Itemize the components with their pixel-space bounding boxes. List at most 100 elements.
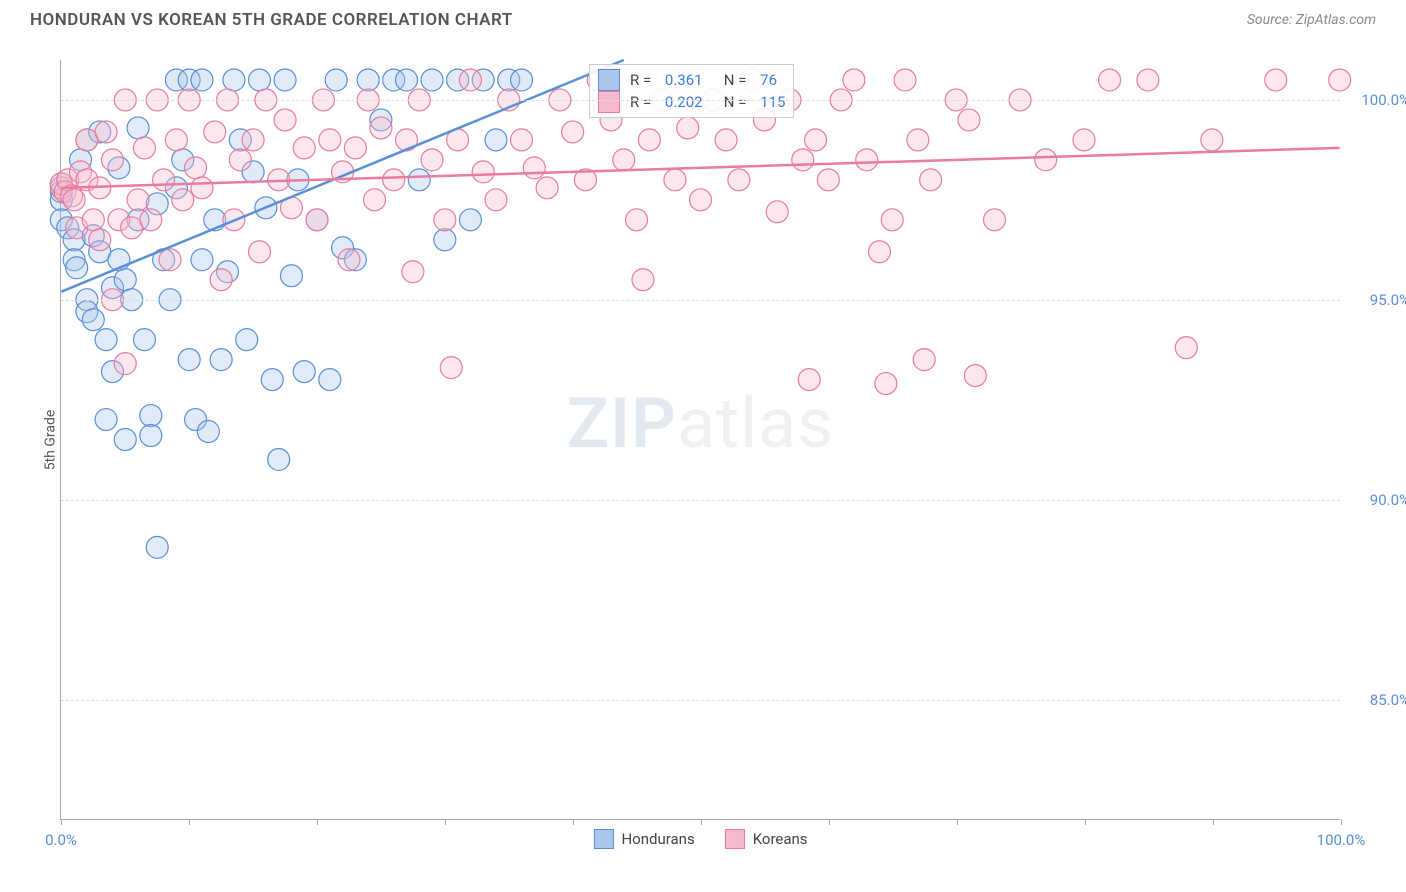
y-axis-label: 5th Grade [42, 410, 58, 471]
scatter-point [248, 69, 270, 91]
scatter-point [690, 189, 712, 211]
scatter-point [626, 209, 648, 231]
scatter-point [140, 209, 162, 231]
scatter-point [325, 69, 347, 91]
scatter-point [440, 357, 462, 379]
ytick-label: 90.0% [1350, 491, 1406, 509]
scatter-point [66, 257, 88, 279]
scatter-point [472, 161, 494, 183]
stats-legend: R = 0.361 N = 76R = 0.202 N = 115 [589, 64, 794, 118]
scatter-point [421, 149, 443, 171]
scatter-point [613, 149, 635, 171]
scatter-point [817, 169, 839, 191]
xtick-mark [445, 819, 446, 825]
scatter-point [293, 361, 315, 383]
xtick-mark [317, 819, 318, 825]
scatter-point [204, 121, 226, 143]
scatter-point [1073, 129, 1095, 151]
scatter-point [133, 137, 155, 159]
scatter-point [95, 329, 117, 351]
scatter-svg [61, 60, 1340, 819]
xtick-mark [189, 819, 190, 825]
ytick-label: 85.0% [1350, 691, 1406, 709]
scatter-point [306, 209, 328, 231]
legend-swatch [598, 91, 620, 113]
ytick-label: 100.0% [1350, 91, 1406, 109]
scatter-point [210, 269, 232, 291]
scatter-point [632, 269, 654, 291]
xtick-mark [701, 819, 702, 825]
series-legend-item: Koreans [725, 829, 808, 849]
stat-r-label: R = [630, 93, 655, 111]
scatter-point [913, 349, 935, 371]
stat-n-label: N = [713, 93, 751, 111]
scatter-point [383, 169, 405, 191]
gridline-h [61, 500, 1340, 501]
stat-n-value: 76 [760, 71, 777, 89]
scatter-point [485, 189, 507, 211]
scatter-point [408, 169, 430, 191]
scatter-point [1035, 149, 1057, 171]
scatter-point [248, 241, 270, 263]
scatter-point [843, 69, 865, 91]
scatter-point [114, 269, 136, 291]
scatter-point [984, 209, 1006, 231]
scatter-point [101, 149, 123, 171]
scatter-point [370, 117, 392, 139]
scatter-point [964, 365, 986, 387]
xtick-mark [1213, 819, 1214, 825]
scatter-point [728, 169, 750, 191]
stat-r-value: 0.361 [665, 71, 703, 89]
stats-legend-row: R = 0.202 N = 115 [598, 91, 785, 113]
scatter-point [127, 117, 149, 139]
scatter-point [364, 189, 386, 211]
scatter-point [511, 129, 533, 151]
scatter-point [82, 209, 104, 231]
xtick-label: 100.0% [1317, 831, 1366, 849]
stats-legend-row: R = 0.361 N = 76 [598, 69, 785, 91]
scatter-point [229, 149, 251, 171]
scatter-point [875, 373, 897, 395]
scatter-point [127, 189, 149, 211]
legend-swatch [593, 829, 613, 849]
scatter-point [958, 109, 980, 131]
scatter-point [178, 349, 200, 371]
scatter-point [114, 429, 136, 451]
scatter-point [197, 421, 219, 443]
xtick-mark [573, 819, 574, 825]
scatter-point [523, 157, 545, 179]
scatter-point [485, 129, 507, 151]
scatter-point [798, 369, 820, 391]
scatter-point [140, 425, 162, 447]
ytick-label: 95.0% [1350, 291, 1406, 309]
chart-title: HONDURAN VS KOREAN 5TH GRADE CORRELATION… [30, 10, 513, 30]
scatter-point [319, 369, 341, 391]
scatter-point [715, 129, 737, 151]
scatter-point [242, 129, 264, 151]
scatter-point [881, 209, 903, 231]
scatter-point [868, 241, 890, 263]
scatter-point [268, 448, 290, 470]
scatter-point [191, 249, 213, 271]
scatter-point [133, 329, 155, 351]
scatter-point [357, 69, 379, 91]
scatter-point [434, 209, 456, 231]
scatter-point [146, 536, 168, 558]
scatter-point [664, 169, 686, 191]
scatter-point [1137, 69, 1159, 91]
scatter-point [907, 129, 929, 151]
scatter-point [293, 137, 315, 159]
scatter-point [459, 69, 481, 91]
gridline-h [61, 300, 1340, 301]
plot-area: ZIPatlas R = 0.361 N = 76R = 0.202 N = 1… [60, 60, 1340, 820]
scatter-point [396, 69, 418, 91]
legend-label: Koreans [753, 830, 808, 848]
scatter-point [805, 129, 827, 151]
scatter-point [402, 261, 424, 283]
legend-swatch [598, 69, 620, 91]
scatter-point [459, 209, 481, 231]
scatter-point [434, 229, 456, 251]
scatter-point [1175, 337, 1197, 359]
scatter-point [140, 405, 162, 427]
scatter-point [172, 189, 194, 211]
